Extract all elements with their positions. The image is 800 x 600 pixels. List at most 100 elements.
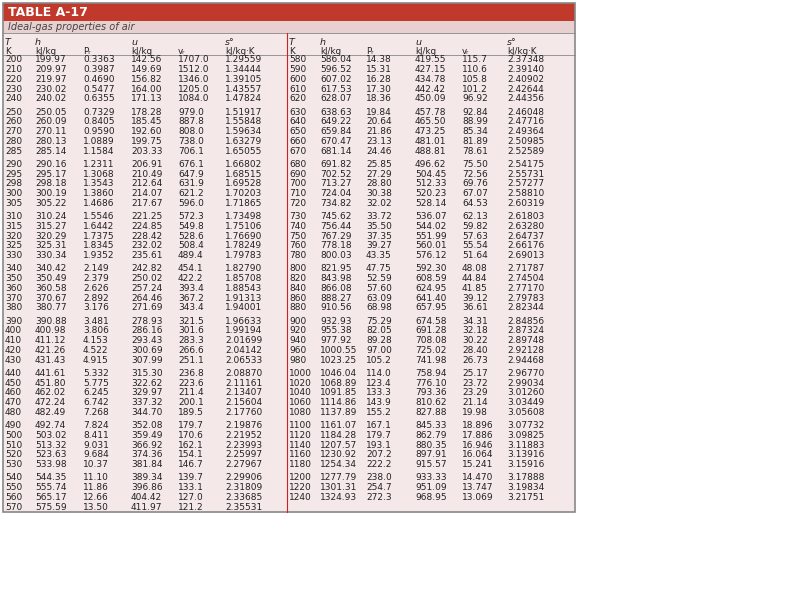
Text: 127.0: 127.0 [178, 493, 204, 502]
Text: 1277.79: 1277.79 [320, 473, 358, 482]
Text: 2.42644: 2.42644 [507, 85, 544, 94]
Text: 1254.34: 1254.34 [320, 460, 357, 469]
Text: 1.3543: 1.3543 [83, 179, 114, 188]
Text: 481.01: 481.01 [415, 137, 446, 146]
Text: 610: 610 [289, 85, 306, 94]
Text: 2.55731: 2.55731 [507, 170, 544, 179]
Text: 1.76690: 1.76690 [225, 232, 262, 241]
Text: 178.28: 178.28 [131, 107, 162, 116]
Text: 12.66: 12.66 [83, 493, 109, 502]
Text: 840: 840 [289, 284, 306, 293]
Text: 189.5: 189.5 [178, 408, 204, 417]
Text: 2.52589: 2.52589 [507, 146, 544, 155]
Text: 2.37348: 2.37348 [507, 55, 544, 64]
Text: 85.34: 85.34 [462, 127, 488, 136]
Text: 315.30: 315.30 [131, 369, 162, 378]
Text: 260: 260 [5, 118, 22, 127]
Text: 88.99: 88.99 [462, 118, 488, 127]
Text: 329.97: 329.97 [131, 388, 162, 397]
Text: 608.59: 608.59 [415, 274, 446, 283]
Text: 2.35531: 2.35531 [225, 503, 262, 512]
Text: 1.43557: 1.43557 [225, 85, 262, 94]
Text: 980: 980 [289, 356, 306, 365]
Text: 389.34: 389.34 [131, 473, 162, 482]
Text: 492.74: 492.74 [35, 421, 66, 430]
Text: 23.29: 23.29 [462, 388, 488, 397]
Text: 659.84: 659.84 [320, 127, 351, 136]
Text: 523.63: 523.63 [35, 451, 66, 460]
Text: 69.76: 69.76 [462, 179, 488, 188]
Text: 740: 740 [289, 222, 306, 231]
Text: 710: 710 [289, 189, 306, 198]
Text: 2.60319: 2.60319 [507, 199, 544, 208]
Text: 1000.55: 1000.55 [320, 346, 358, 355]
Text: 298.18: 298.18 [35, 179, 66, 188]
Text: 330: 330 [5, 251, 22, 260]
Text: 179.7: 179.7 [366, 431, 392, 440]
Text: 3.15916: 3.15916 [507, 460, 544, 469]
Text: 305.22: 305.22 [35, 199, 66, 208]
Text: 360.58: 360.58 [35, 284, 66, 293]
Text: 3.17888: 3.17888 [507, 473, 544, 482]
Text: 411.97: 411.97 [131, 503, 162, 512]
Text: 670.47: 670.47 [320, 137, 351, 146]
Text: 4.153: 4.153 [83, 336, 109, 345]
Text: 2.46048: 2.46048 [507, 107, 544, 116]
Text: 250: 250 [5, 107, 22, 116]
Text: 488.81: 488.81 [415, 146, 446, 155]
Text: vᵣ: vᵣ [462, 47, 470, 56]
Text: 235.61: 235.61 [131, 251, 162, 260]
Text: 5.775: 5.775 [83, 379, 109, 388]
Text: 778.18: 778.18 [320, 241, 352, 250]
Text: 520: 520 [5, 451, 22, 460]
Text: 192.60: 192.60 [131, 127, 162, 136]
Text: kJ/kg: kJ/kg [415, 47, 436, 56]
Text: 64.53: 64.53 [462, 199, 488, 208]
Text: 2.87324: 2.87324 [507, 326, 544, 335]
Text: 860: 860 [289, 293, 306, 302]
Text: 800: 800 [289, 265, 306, 274]
Text: 167.1: 167.1 [366, 421, 392, 430]
Text: 520.23: 520.23 [415, 189, 446, 198]
Text: 920: 920 [289, 326, 306, 335]
Text: 528.6: 528.6 [178, 232, 204, 241]
Text: 3.21751: 3.21751 [507, 493, 544, 502]
Text: 1.71865: 1.71865 [225, 199, 262, 208]
Text: 888.27: 888.27 [320, 293, 351, 302]
Text: 575.59: 575.59 [35, 503, 66, 512]
Text: 290.16: 290.16 [35, 160, 66, 169]
Text: 1324.93: 1324.93 [320, 493, 357, 502]
Text: 211.4: 211.4 [178, 388, 204, 397]
Text: 105.2: 105.2 [366, 356, 392, 365]
Text: 1301.31: 1301.31 [320, 483, 358, 492]
Text: 143.9: 143.9 [366, 398, 392, 407]
Text: 16.064: 16.064 [462, 451, 494, 460]
Text: 6.742: 6.742 [83, 398, 109, 407]
Text: 13.50: 13.50 [83, 503, 109, 512]
Text: 549.8: 549.8 [178, 222, 204, 231]
Text: 845.33: 845.33 [415, 421, 446, 430]
Text: 1707.0: 1707.0 [178, 55, 210, 64]
Text: 1060: 1060 [289, 398, 312, 407]
Text: 572.3: 572.3 [178, 212, 204, 221]
Text: 280.13: 280.13 [35, 137, 66, 146]
Text: 1.79783: 1.79783 [225, 251, 262, 260]
Text: 2.25997: 2.25997 [225, 451, 262, 460]
Text: 23.13: 23.13 [366, 137, 392, 146]
Text: 570: 570 [5, 503, 22, 512]
Text: 75.50: 75.50 [462, 160, 488, 169]
Text: 2.47716: 2.47716 [507, 118, 544, 127]
Text: 540: 540 [5, 473, 22, 482]
Text: 264.46: 264.46 [131, 293, 162, 302]
Text: 565.17: 565.17 [35, 493, 66, 502]
Text: 340: 340 [5, 265, 22, 274]
Text: 301.6: 301.6 [178, 326, 204, 335]
Text: 350: 350 [5, 274, 22, 283]
Text: 596.0: 596.0 [178, 199, 204, 208]
Text: 3.05608: 3.05608 [507, 408, 544, 417]
Text: 0.3363: 0.3363 [83, 55, 114, 64]
Text: 11.10: 11.10 [83, 473, 109, 482]
Text: 0.5477: 0.5477 [83, 85, 114, 94]
Text: 462.02: 462.02 [35, 388, 66, 397]
Text: 9.684: 9.684 [83, 451, 109, 460]
